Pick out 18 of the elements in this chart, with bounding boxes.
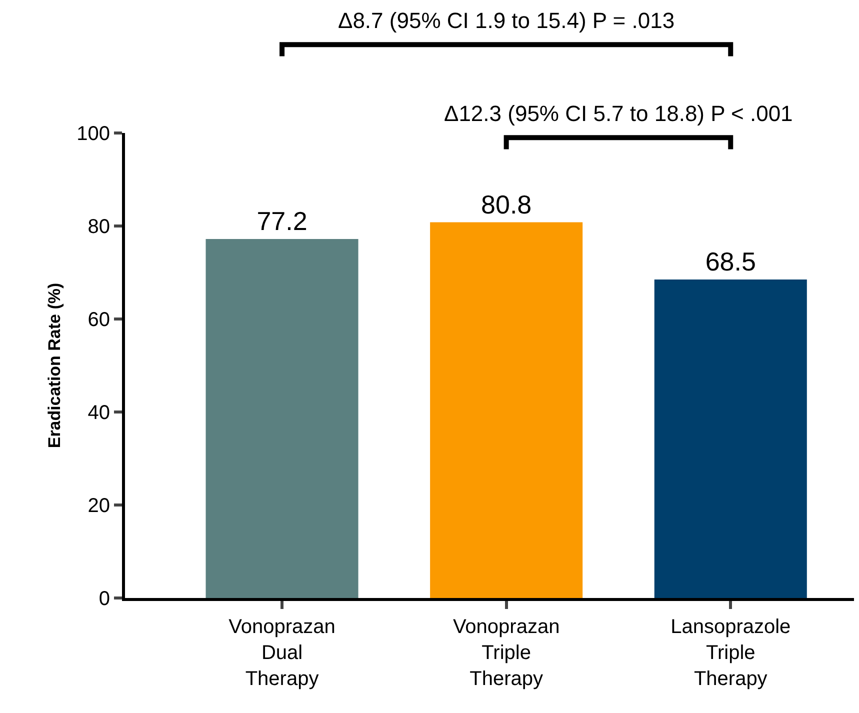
text: Δ8.7 (95% CI 1.9 to 15.4) P = .013: [338, 8, 675, 33]
data-label: 68.5: [705, 246, 756, 276]
x-tick-label: Lansoprazole Triple Therapy: [670, 616, 791, 690]
bar: [430, 222, 583, 598]
y-tick-label: 20: [88, 495, 110, 517]
y-tick-label: 60: [88, 309, 110, 331]
y-tick-label: 80: [88, 216, 110, 238]
x-tick-label: Vonoprazan Dual Therapy: [228, 616, 336, 690]
bar: [654, 279, 807, 598]
y-axis-title: Eradication Rate (%): [45, 282, 64, 448]
y-tick-label: 40: [88, 402, 110, 424]
y-tick-label: 100: [76, 123, 110, 145]
bar: [206, 239, 358, 598]
data-label: 77.2: [256, 206, 308, 236]
text: Δ12.3 (95% CI 5.7 to 18.8) P < .001: [444, 101, 793, 126]
y-tick-label: 0: [98, 588, 110, 610]
x-tick-label: Vonoprazan Triple Therapy: [452, 616, 560, 690]
data-label: 80.8: [481, 189, 532, 220]
